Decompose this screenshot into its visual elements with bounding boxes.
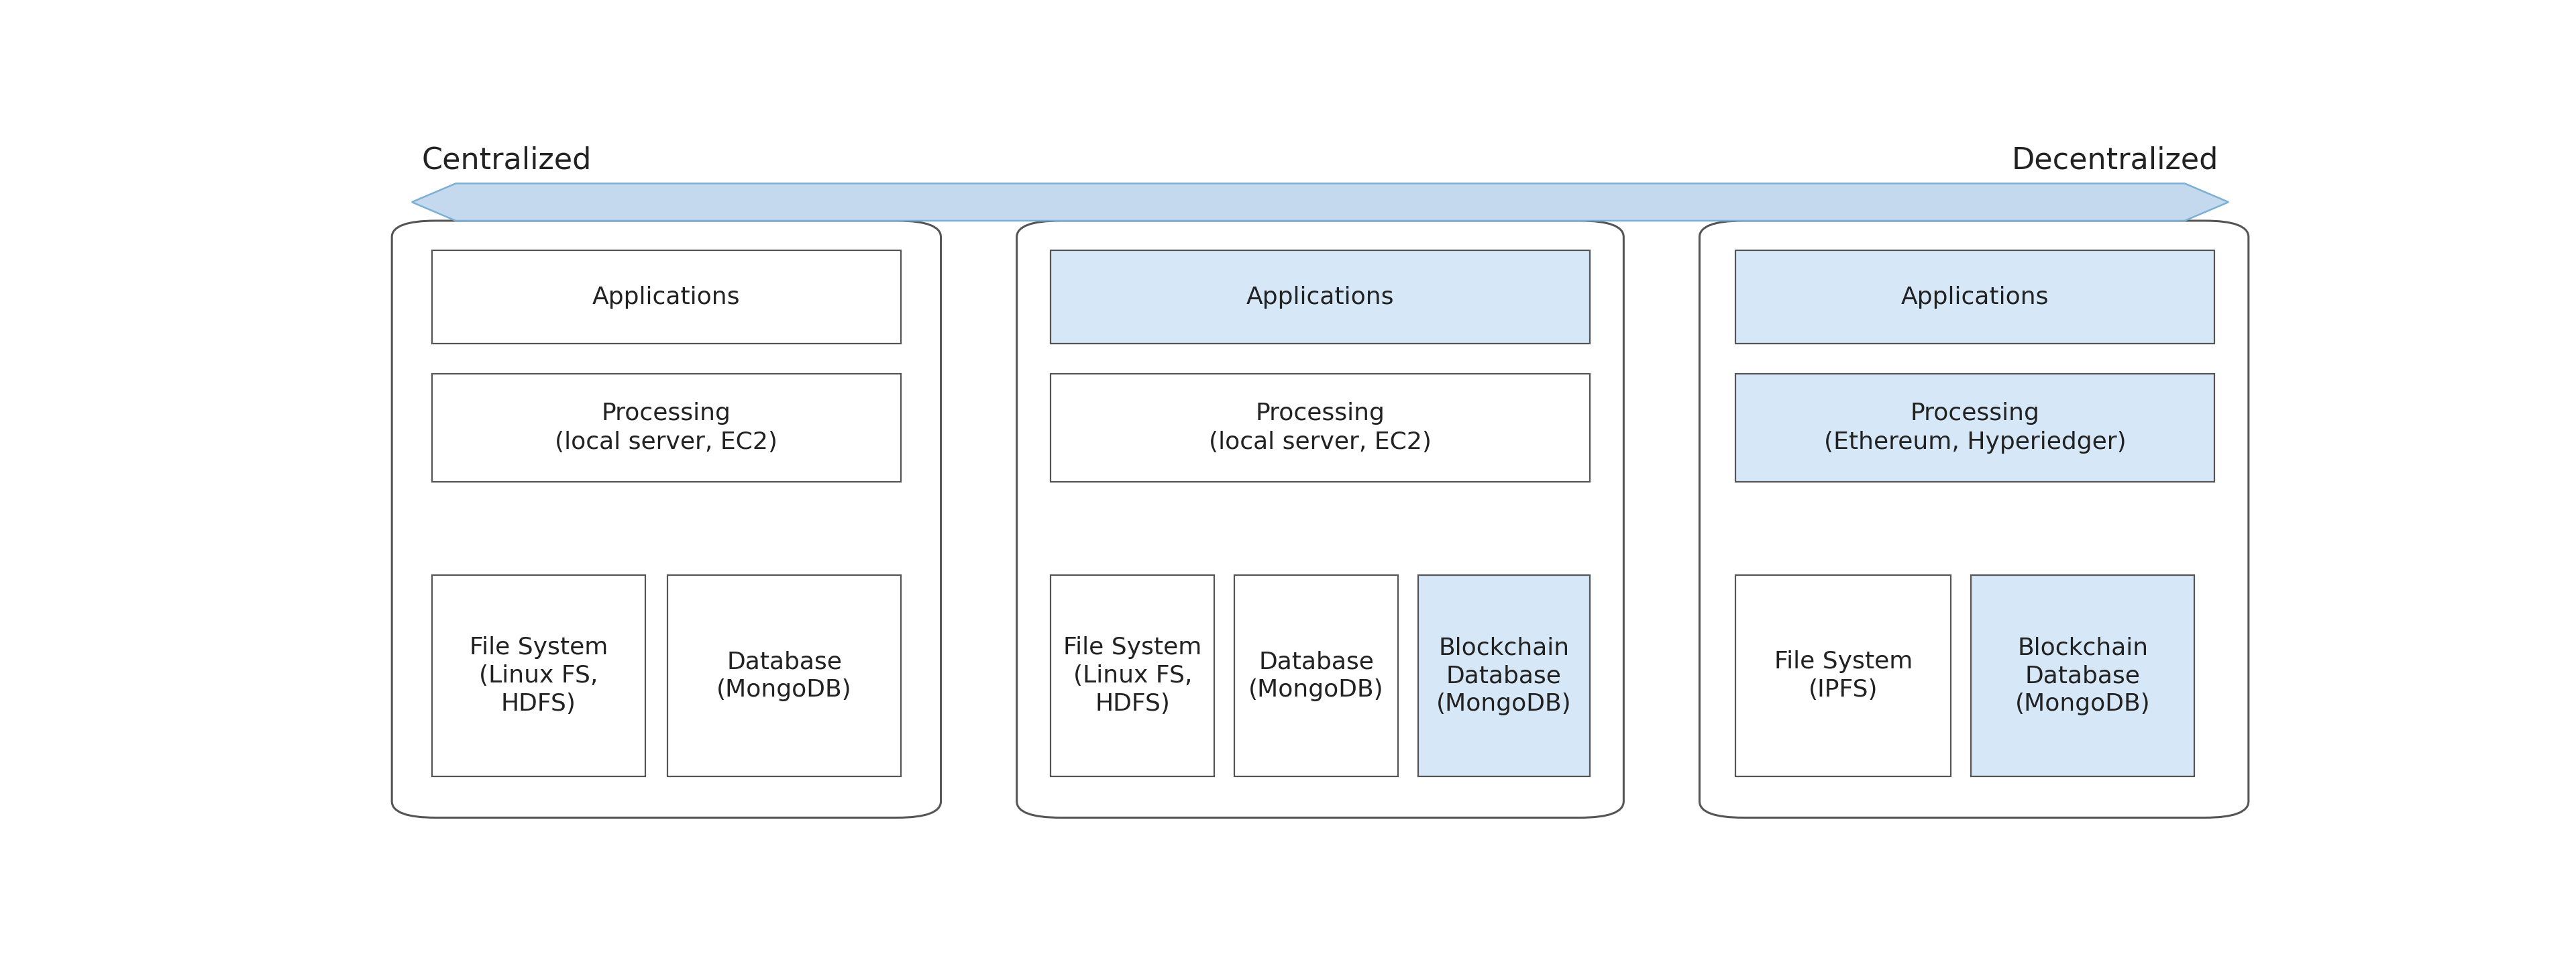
Text: File System
(Linux FS,
HDFS): File System (Linux FS, HDFS) xyxy=(469,637,608,715)
FancyBboxPatch shape xyxy=(1736,374,2215,482)
FancyBboxPatch shape xyxy=(1018,221,1623,818)
Text: Database
(MongoDB): Database (MongoDB) xyxy=(716,650,853,702)
Text: Blockchain
Database
(MongoDB): Blockchain Database (MongoDB) xyxy=(1437,637,1571,715)
Text: File System
(IPFS): File System (IPFS) xyxy=(1775,650,1911,702)
Text: Blockchain
Database
(MongoDB): Blockchain Database (MongoDB) xyxy=(2014,637,2151,715)
Text: File System
(Linux FS,
HDFS): File System (Linux FS, HDFS) xyxy=(1064,637,1203,715)
FancyBboxPatch shape xyxy=(1051,374,1589,482)
Polygon shape xyxy=(2184,183,2228,221)
FancyBboxPatch shape xyxy=(433,576,647,776)
Text: Database
(MongoDB): Database (MongoDB) xyxy=(1249,650,1383,702)
FancyBboxPatch shape xyxy=(1736,251,2215,344)
Text: Decentralized: Decentralized xyxy=(2012,145,2218,174)
Text: Applications: Applications xyxy=(592,286,739,308)
Text: Applications: Applications xyxy=(1247,286,1394,308)
FancyBboxPatch shape xyxy=(1736,576,1950,776)
Polygon shape xyxy=(412,183,456,221)
Text: Processing
(Ethereum, Hyperiedger): Processing (Ethereum, Hyperiedger) xyxy=(1824,402,2125,453)
Bar xyxy=(456,183,2184,221)
FancyBboxPatch shape xyxy=(1417,576,1589,776)
FancyBboxPatch shape xyxy=(433,251,902,344)
FancyBboxPatch shape xyxy=(1051,251,1589,344)
FancyBboxPatch shape xyxy=(1971,576,2195,776)
Text: Applications: Applications xyxy=(1901,286,2048,308)
FancyBboxPatch shape xyxy=(1051,576,1213,776)
FancyBboxPatch shape xyxy=(1234,576,1399,776)
FancyBboxPatch shape xyxy=(433,374,902,482)
FancyBboxPatch shape xyxy=(392,221,940,818)
Text: Centralized: Centralized xyxy=(422,145,592,174)
FancyBboxPatch shape xyxy=(1700,221,2249,818)
Text: Processing
(local server, EC2): Processing (local server, EC2) xyxy=(1208,402,1432,453)
FancyBboxPatch shape xyxy=(667,576,902,776)
Text: Processing
(local server, EC2): Processing (local server, EC2) xyxy=(554,402,778,453)
